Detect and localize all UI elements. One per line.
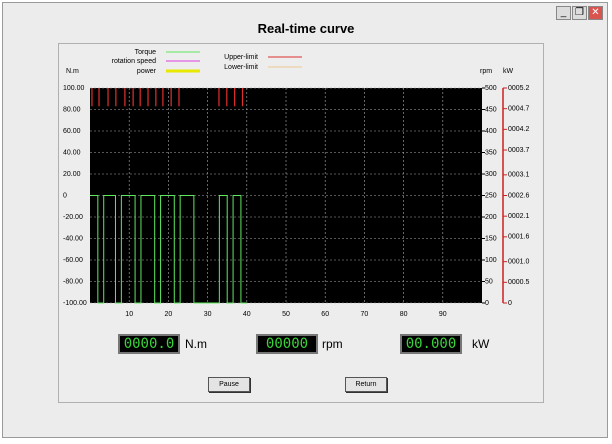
legend-label: power	[137, 68, 157, 75]
x-tick-label: 60	[321, 311, 329, 318]
readout-unit: kW	[472, 337, 490, 351]
power-readout: 00.000	[400, 334, 462, 354]
y3-tick-label: 0001.6	[508, 234, 530, 241]
speed-readout: 00000	[256, 334, 318, 354]
y3-tick-label: 0002.6	[508, 192, 530, 199]
y2-tick-label: 100	[485, 257, 497, 264]
pause-button[interactable]: Pause	[208, 377, 250, 392]
y-tick-label: -40.00	[63, 235, 83, 242]
restore-button[interactable]: ❐	[572, 6, 587, 20]
x-tick-label: 40	[243, 311, 251, 318]
y3-tick-label: 0003.1	[508, 172, 530, 179]
legend-label: Upper-limit	[224, 54, 258, 61]
legend-label: Lower-limit	[224, 64, 258, 71]
x-tick-label: 10	[125, 311, 133, 318]
y3-tick-label: 0000.5	[508, 279, 530, 286]
y2-tick-label: 250	[485, 192, 497, 199]
x-tick-label: 80	[400, 311, 408, 318]
torque-readout: 0000.0	[118, 334, 180, 354]
x-tick-label: 70	[361, 311, 369, 318]
y-tick-label: 40.00	[63, 149, 81, 156]
y2-tick-label: 450	[485, 106, 497, 113]
y2-tick-label: 300	[485, 171, 497, 178]
y2-tick-label: 500	[485, 85, 497, 92]
y-tick-label: -60.00	[63, 257, 83, 264]
y-tick-label: -100.00	[63, 300, 87, 307]
y-axis-label: N.m	[66, 68, 79, 75]
y-tick-label: 60.00	[63, 128, 81, 135]
y3-tick-label: 0005.2	[508, 85, 530, 92]
y-tick-label: -20.00	[63, 214, 83, 221]
y-tick-label: 0	[63, 192, 67, 199]
y2-tick-label: 350	[485, 149, 497, 156]
y3-tick-label: 0004.2	[508, 126, 530, 133]
y3-tick-label: 0002.1	[508, 213, 530, 220]
minimize-button[interactable]: _	[556, 6, 571, 20]
y3-tick-label: 0004.7	[508, 106, 530, 113]
y3-tick-label: 0	[508, 300, 512, 307]
y3-tick-label: 0001.0	[508, 258, 530, 265]
x-tick-label: 20	[165, 311, 173, 318]
y2-tick-label: 50	[485, 278, 493, 285]
series-line	[90, 195, 247, 304]
close-button[interactable]: ✕	[588, 6, 603, 20]
y-tick-label: 100.00	[63, 85, 85, 92]
y2-axis-label: rpm	[480, 68, 492, 75]
y2-tick-label: 150	[485, 235, 497, 242]
x-tick-label: 50	[282, 311, 290, 318]
legend-label: rotation speed	[112, 58, 156, 65]
x-tick-label: 30	[204, 311, 212, 318]
readout-unit: N.m	[185, 337, 207, 351]
legend-label: Torque	[135, 49, 157, 56]
y3-axis-label: kW	[503, 68, 514, 75]
y-tick-label: 20.00	[63, 171, 81, 178]
y3-tick-label: 0003.7	[508, 147, 530, 154]
y2-tick-label: 200	[485, 214, 497, 221]
y-tick-label: 80.00	[63, 106, 81, 113]
window-title: Real-time curve	[257, 21, 355, 36]
y2-tick-label: 400	[485, 128, 497, 135]
return-button[interactable]: Return	[345, 377, 387, 392]
y-tick-label: -80.00	[63, 278, 83, 285]
readout-unit: rpm	[322, 337, 343, 351]
x-tick-label: 90	[439, 311, 447, 318]
y2-tick-label: 0	[485, 300, 489, 307]
